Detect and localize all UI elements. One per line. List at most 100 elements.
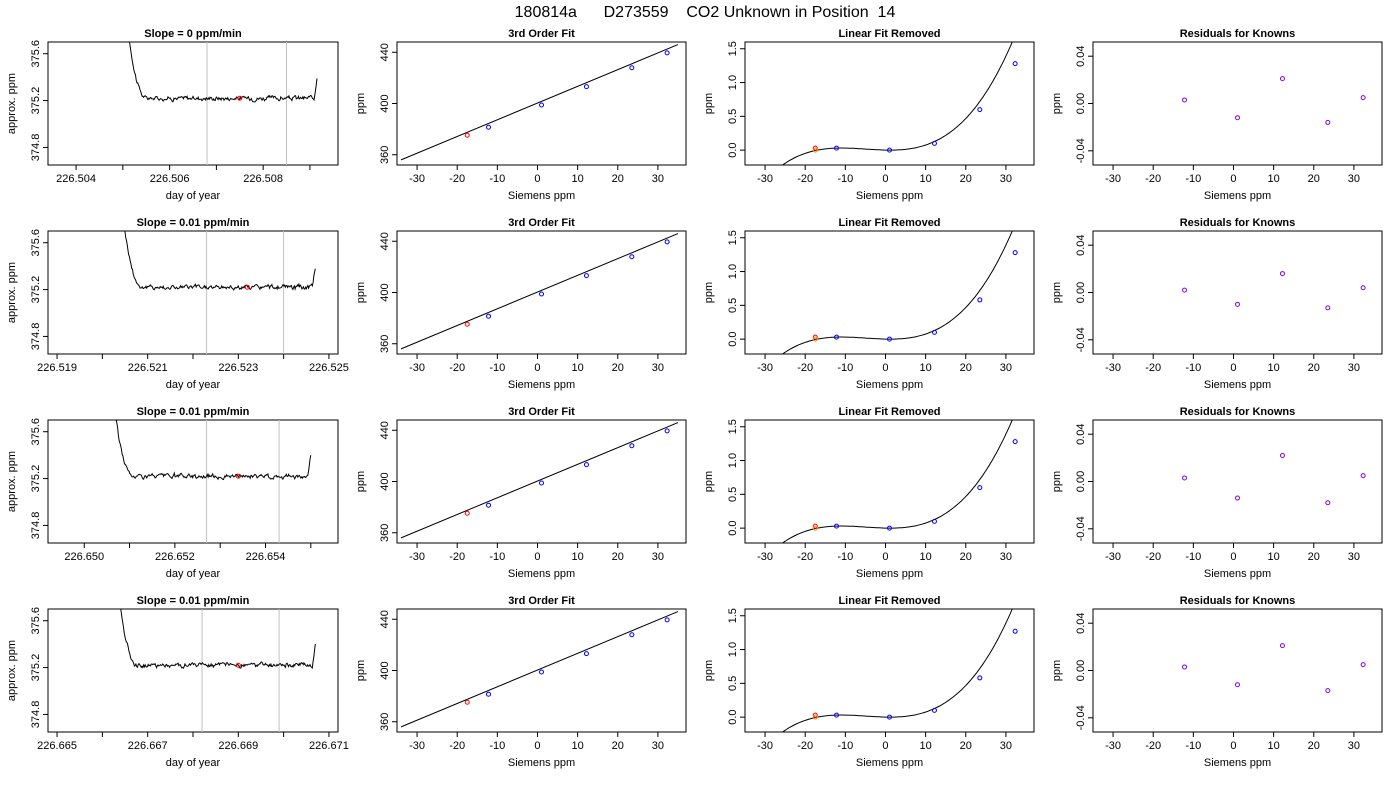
y-tick-label: -0.04 — [1075, 516, 1087, 541]
known-point — [539, 291, 544, 297]
plot-area — [124, 231, 316, 354]
residual-point — [1325, 119, 1331, 125]
residual-point — [1235, 682, 1240, 688]
residual-point — [1325, 500, 1331, 506]
fit-curve — [781, 231, 1013, 354]
unknown-point-alt — [812, 714, 818, 720]
known-point — [887, 147, 892, 153]
fit-line — [400, 611, 679, 728]
x-tick-label: -10 — [837, 173, 853, 185]
plot-frame — [47, 230, 339, 355]
x-tick-label: 0 — [1230, 551, 1236, 563]
x-tick-label: 10 — [920, 740, 932, 752]
x-tick-label: 226.525 — [309, 362, 349, 374]
y-tick-label: 440 — [379, 610, 391, 628]
y-tick-label: 0.5 — [727, 487, 739, 502]
plot-area — [1182, 76, 1366, 125]
x-tick-label: -20 — [797, 173, 813, 185]
y-tick-label: 1.0 — [727, 264, 739, 279]
x-tick-label: 226.523 — [218, 362, 258, 374]
x-tick-label: -20 — [797, 362, 813, 374]
unknown-point — [464, 699, 470, 705]
x-tick-label: 0 — [534, 740, 540, 752]
x-tick-label: 20 — [1308, 362, 1320, 374]
known-point — [1012, 628, 1018, 634]
y-tick-label: 375.6 — [30, 229, 42, 257]
x-tick-label: 20 — [612, 362, 624, 374]
x-tick-label: 0 — [882, 740, 888, 752]
y-tick-label: 0.5 — [727, 298, 739, 313]
plot-frame — [1092, 419, 1383, 544]
fit-line — [400, 422, 679, 539]
known-point — [887, 714, 892, 720]
fit-curve — [781, 420, 1013, 543]
y-tick-label: 360 — [379, 524, 391, 542]
y-tick-label: 374.8 — [30, 701, 42, 729]
y-tick-label: 0.04 — [1075, 612, 1087, 633]
x-tick-label: 0 — [1230, 740, 1236, 752]
panel-title: Residuals for Knowns — [1180, 406, 1296, 418]
panel-title: Slope = 0 ppm/min — [144, 28, 242, 40]
unknown-point — [812, 523, 818, 529]
panel-title: Linear Fit Removed — [838, 595, 940, 607]
x-tick-label: -30 — [757, 551, 773, 563]
y-tick-label: -0.04 — [1075, 705, 1087, 730]
fit-curve — [781, 609, 1013, 732]
x-tick-label: 10 — [572, 740, 584, 752]
residual-point — [1279, 452, 1285, 458]
y-axis-label: approx. ppm — [6, 73, 18, 134]
x-tick-label: 30 — [1348, 173, 1360, 185]
y-tick-label: 0.0 — [727, 520, 739, 535]
plot-area — [1182, 643, 1366, 694]
y-axis-label: ppm — [1051, 660, 1063, 681]
x-tick-label: -10 — [1185, 740, 1201, 752]
known-point — [1012, 439, 1018, 445]
known-point — [977, 297, 983, 303]
y-axis-label: approx. ppm — [6, 640, 18, 701]
y-tick-label: 400 — [379, 94, 391, 112]
residual-point — [1279, 76, 1285, 82]
x-axis-label: Siemens ppm — [856, 568, 923, 580]
panel-title: Linear Fit Removed — [838, 217, 940, 229]
plot-frame — [47, 419, 339, 544]
known-point — [629, 443, 635, 449]
x-tick-label: 0 — [534, 551, 540, 563]
x-tick-label: 226.652 — [155, 551, 195, 563]
plot-frame — [744, 608, 1035, 733]
panel-fit-row-4: 3rd Order Fit Siemens ppm ppm -30 -20 -10 0 10 2… — [355, 595, 687, 769]
panel-linear_removed-row-3: Linear Fit Removed Siemens ppm ppm -30 -20 -1… — [703, 406, 1035, 580]
y-tick-label: 360 — [379, 713, 391, 731]
x-axis-label: Siemens ppm — [856, 190, 923, 202]
x-tick-label: 226.671 — [309, 740, 349, 752]
y-tick-label: 1.5 — [727, 41, 739, 56]
panel-trace-row-4: Slope = 0.01 ppm/min day of year approx. p… — [6, 595, 349, 769]
x-tick-label: 20 — [1308, 740, 1320, 752]
known-point — [486, 691, 492, 697]
known-point — [539, 102, 544, 108]
x-tick-label: -30 — [409, 362, 425, 374]
plot-frame — [744, 230, 1035, 355]
x-tick-label: 30 — [652, 362, 664, 374]
panel-fit-row-1: 3rd Order Fit Siemens ppm ppm -30 -20 -10 0 10 2… — [355, 28, 687, 202]
x-tick-label: 0 — [882, 362, 888, 374]
y-axis-label: approx. ppm — [6, 262, 18, 323]
y-tick-label: 0.00 — [1075, 471, 1087, 492]
x-tick-label: -30 — [409, 173, 425, 185]
plot-area — [400, 422, 679, 539]
x-tick-label: -10 — [489, 740, 505, 752]
y-axis-label: ppm — [1051, 282, 1063, 303]
panel-title: Slope = 0.01 ppm/min — [137, 217, 250, 229]
residual-point — [1182, 664, 1188, 670]
unknown-point — [812, 334, 818, 340]
x-tick-label: 226.506 — [150, 173, 190, 185]
y-tick-label: 360 — [379, 335, 391, 353]
known-point — [539, 669, 544, 675]
known-point — [664, 428, 670, 434]
x-tick-label: -10 — [1185, 173, 1201, 185]
x-tick-label: 10 — [920, 551, 932, 563]
x-axis-label: day of year — [166, 757, 221, 769]
unknown-point-alt — [812, 147, 818, 153]
x-tick-label: 10 — [1268, 362, 1280, 374]
known-point — [931, 518, 937, 524]
x-tick-label: 0 — [882, 551, 888, 563]
